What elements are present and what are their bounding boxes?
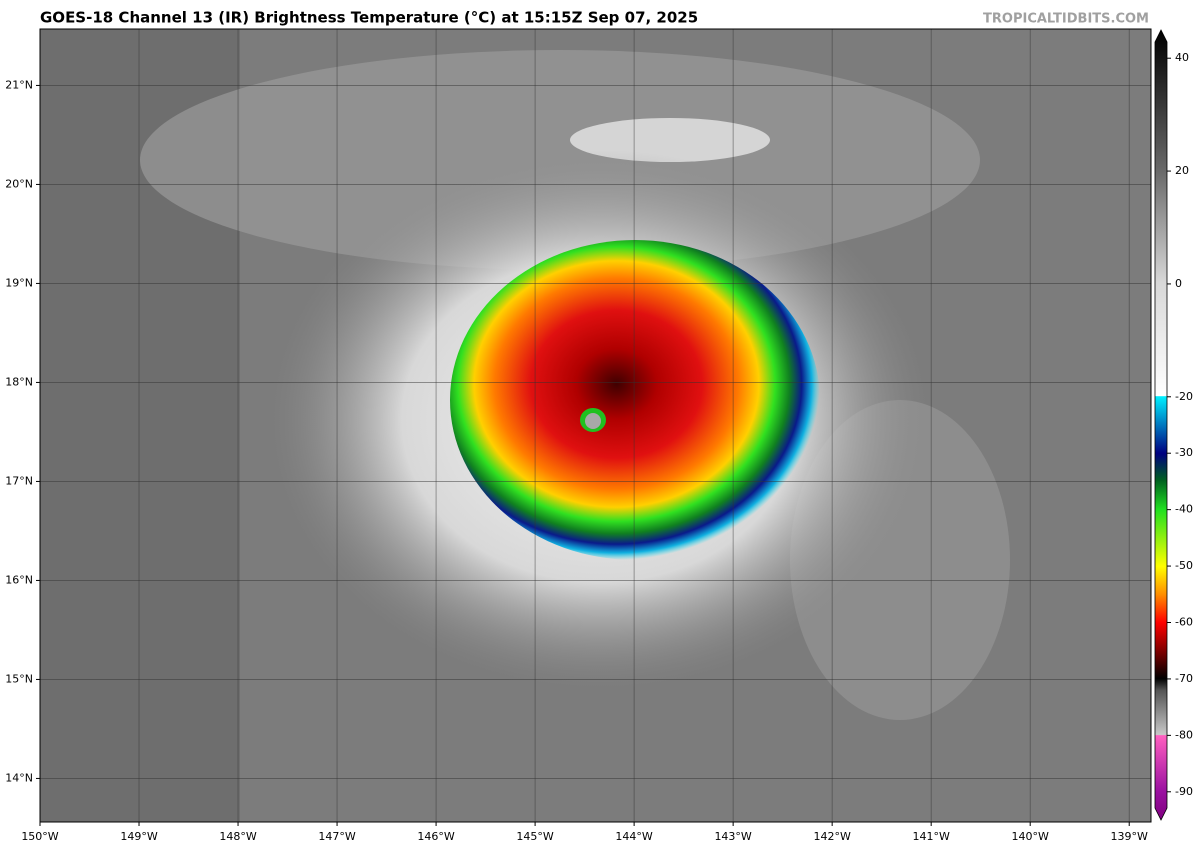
colorbar-label: -50 <box>1175 559 1193 572</box>
lat-label: 14°N <box>5 771 33 784</box>
eye <box>585 413 601 429</box>
lon-label: 140°W <box>1012 830 1049 843</box>
colorbar-label: 40 <box>1175 51 1189 64</box>
imagery <box>40 29 1151 822</box>
colorbar-label: -60 <box>1175 616 1193 629</box>
lon-label: 146°W <box>417 830 454 843</box>
lat-label: 17°N <box>5 474 33 487</box>
colorbar-label: 0 <box>1175 277 1182 290</box>
title: GOES-18 Channel 13 (IR) Brightness Tempe… <box>40 9 698 27</box>
lon-label: 149°W <box>120 830 157 843</box>
colorbar-label: -20 <box>1175 390 1193 403</box>
colorbar-label: -40 <box>1175 503 1193 516</box>
colorbar <box>1154 29 1168 821</box>
colorbar-label: 20 <box>1175 164 1189 177</box>
colorbar-label: -80 <box>1175 728 1193 741</box>
lon-label: 145°W <box>516 830 553 843</box>
lon-label: 147°W <box>318 830 355 843</box>
lat-label: 15°N <box>5 672 33 685</box>
lon-label: 139°W <box>1111 830 1148 843</box>
colorbar-label: -90 <box>1175 785 1193 798</box>
lon-label: 148°W <box>219 830 256 843</box>
colorbar-label: -70 <box>1175 672 1193 685</box>
lon-label: 141°W <box>912 830 949 843</box>
map-frame <box>39 28 1152 823</box>
lon-label: 144°W <box>615 830 652 843</box>
lat-label: 19°N <box>5 276 33 289</box>
lon-label: 150°W <box>21 830 58 843</box>
lat-label: 20°N <box>5 177 33 190</box>
credit: TROPICALTIDBITS.COM <box>983 12 1149 27</box>
lon-label: 142°W <box>813 830 850 843</box>
lat-label: 18°N <box>5 375 33 388</box>
graticule <box>40 29 1151 822</box>
lat-label: 21°N <box>5 78 33 91</box>
storm-core <box>450 240 820 560</box>
colorbar-label: -30 <box>1175 446 1193 459</box>
lon-label: 143°W <box>714 830 751 843</box>
lat-label: 16°N <box>5 573 33 586</box>
